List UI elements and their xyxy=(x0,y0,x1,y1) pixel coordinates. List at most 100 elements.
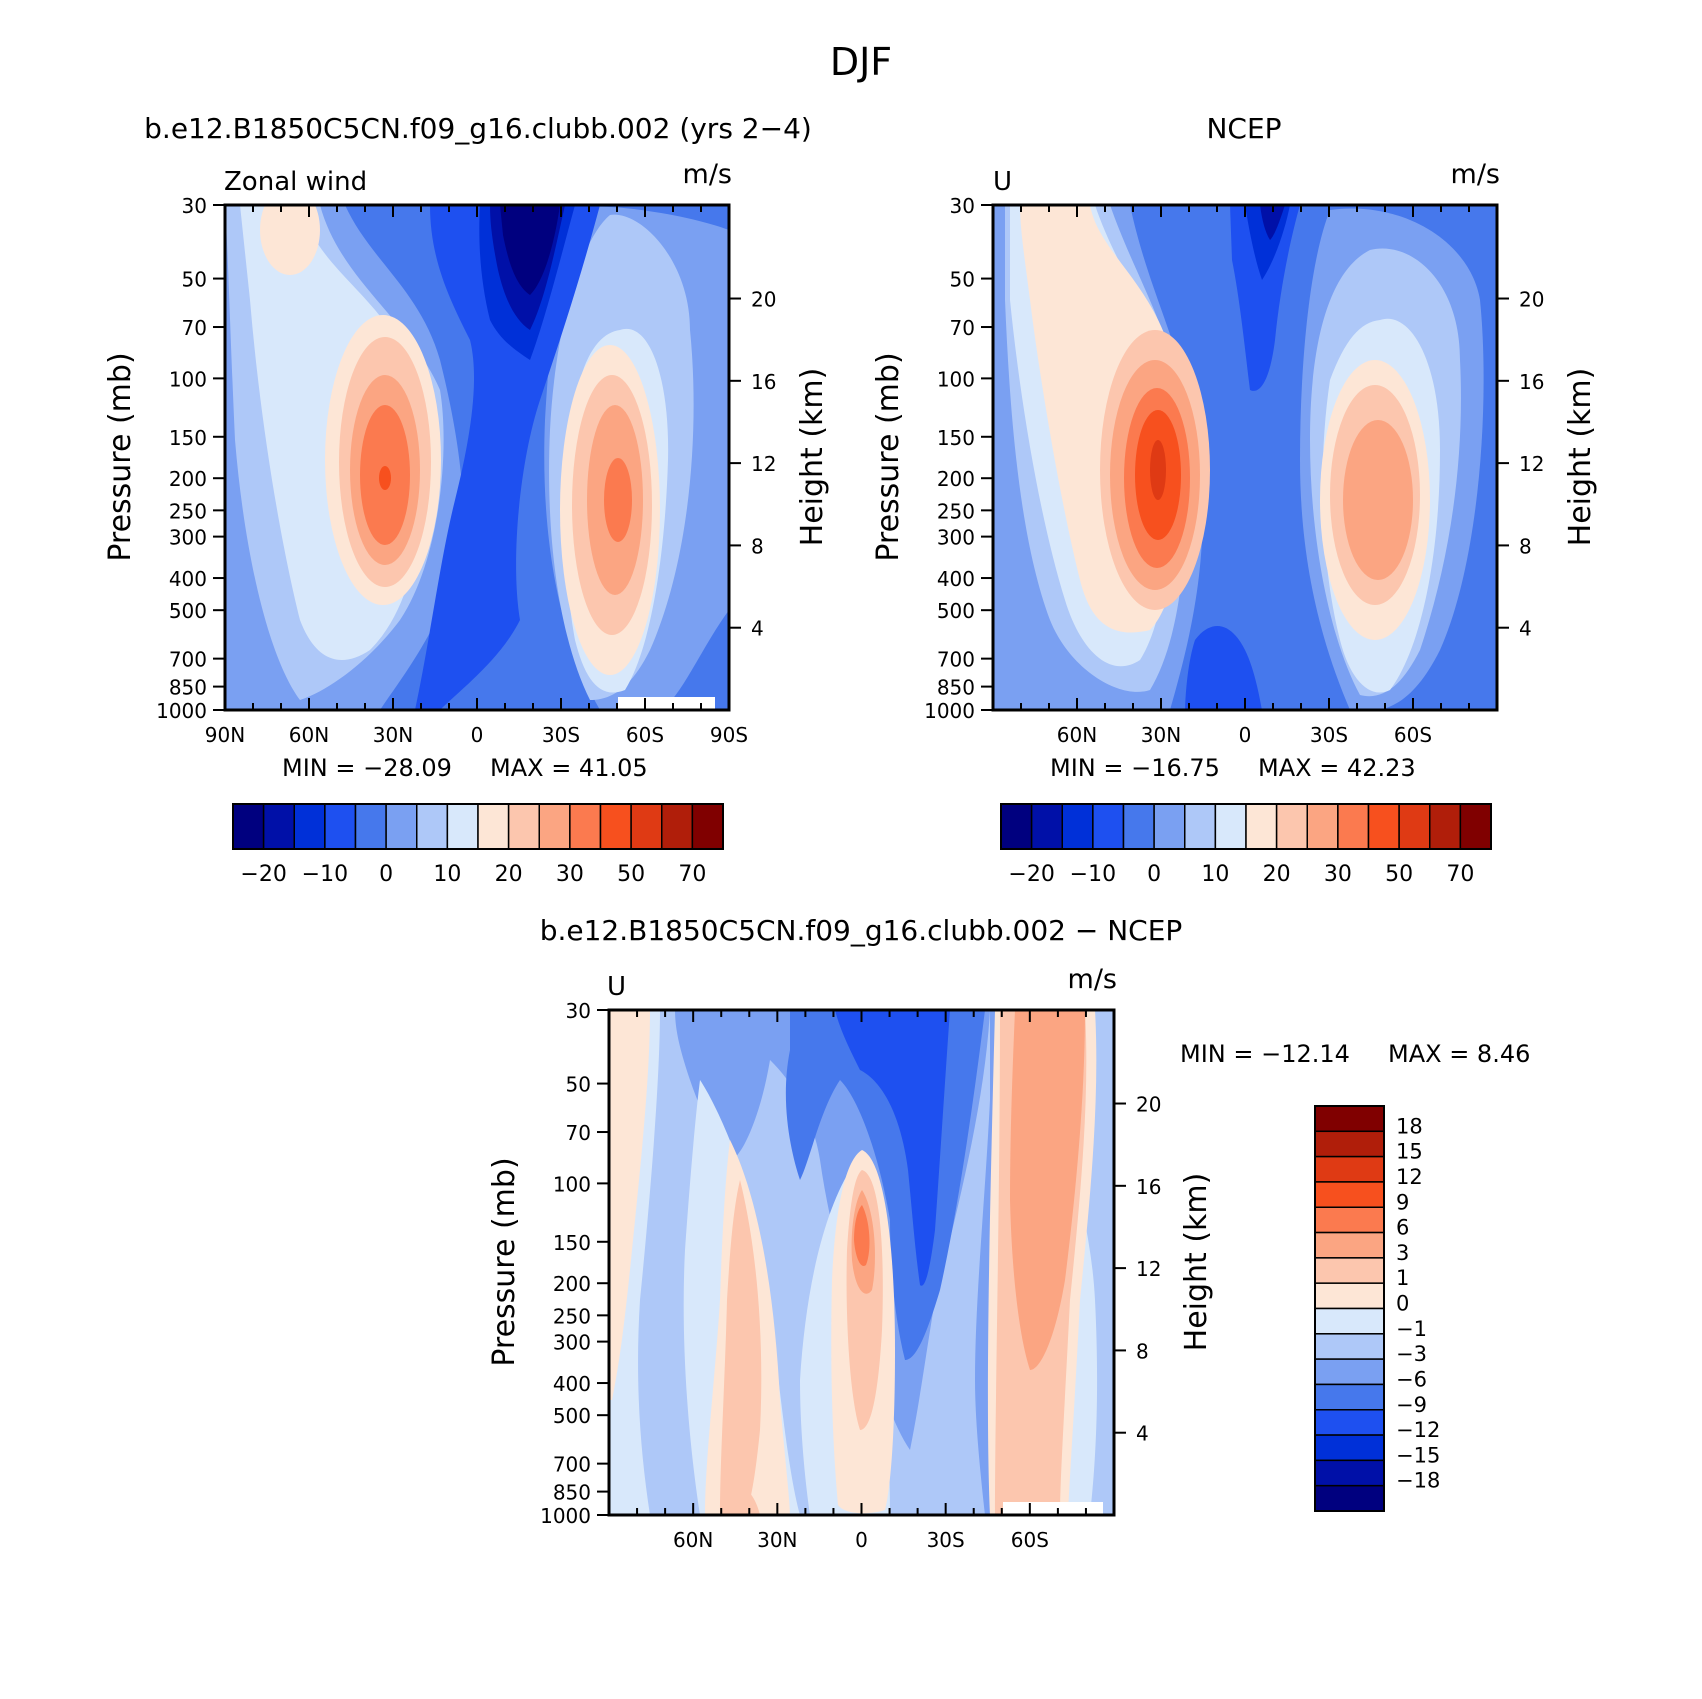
y-tick-label: 50 xyxy=(182,268,207,292)
y-tick-label: 400 xyxy=(553,1372,591,1396)
colorbar-frame xyxy=(232,803,724,850)
panel-model-left-string: Zonal wind xyxy=(224,167,367,197)
colorbar-label: −20 xyxy=(1008,862,1054,887)
height-tick-label: 20 xyxy=(751,288,776,312)
y-tick-label: 300 xyxy=(937,526,975,550)
colorbar-box xyxy=(1061,803,1094,850)
y-tick-label: 300 xyxy=(553,1331,591,1355)
panel-model-ylabel-right: Height (km) xyxy=(795,368,830,547)
y-tick-label: 100 xyxy=(937,367,975,391)
missing-data xyxy=(618,697,715,710)
colorbar-box xyxy=(1314,1282,1385,1310)
panel-difference: b.e12.B1850C5CN.f09_g16.clubb.002 − NCEP… xyxy=(487,914,1530,1552)
colorbar-label: −20 xyxy=(240,862,286,887)
height-tick-label: 12 xyxy=(751,452,776,476)
height-tick-label: 4 xyxy=(751,617,764,641)
colorbar-box xyxy=(1314,1434,1385,1462)
x-tick-label: 0 xyxy=(855,1528,868,1552)
colorbar-label: 10 xyxy=(1201,862,1229,887)
y-tick-label: 700 xyxy=(553,1453,591,1477)
panel-ncep-max-label: MAX = 42.23 xyxy=(1258,754,1416,782)
colorbar-frame xyxy=(1000,803,1492,850)
panel-ncep-colorbar: −20 −10 0 10 20 30 50 70 xyxy=(1000,803,1492,887)
panel-model-right-string: m/s xyxy=(683,159,732,190)
y-tick-label: 30 xyxy=(566,999,591,1023)
colorbar-box xyxy=(354,803,387,850)
colorbar-box xyxy=(1337,803,1370,850)
contour-fill xyxy=(835,1010,950,1286)
x-tick-label: 30N xyxy=(373,723,413,747)
height-tick-label: 16 xyxy=(751,370,776,394)
y-tick-label: 200 xyxy=(553,1272,591,1296)
panel-difference-ylabel-right: Height (km) xyxy=(1179,1173,1214,1352)
panel-difference-right-string: m/s xyxy=(1068,964,1117,995)
colorbar-label: 70 xyxy=(678,862,706,887)
y-tick-label: 400 xyxy=(169,567,207,591)
y-tick-label: 70 xyxy=(566,1121,591,1145)
x-tick-label: 30S xyxy=(927,1528,965,1552)
colorbar-box xyxy=(1314,1409,1385,1436)
panel-ncep-right-string: m/s xyxy=(1451,159,1500,190)
y-tick-label: 70 xyxy=(950,316,975,340)
missing-data xyxy=(1003,1502,1103,1515)
colorbar-label: 20 xyxy=(495,862,523,887)
colorbar-label: 15 xyxy=(1396,1140,1423,1164)
y-tick-label: 250 xyxy=(553,1304,591,1328)
panel-difference-max-label: MAX = 8.46 xyxy=(1388,1040,1530,1068)
colorbar-label: 50 xyxy=(1385,862,1413,887)
colorbar-box xyxy=(232,803,265,850)
contour-fill xyxy=(854,1205,870,1266)
colorbar-label: 0 xyxy=(379,862,393,887)
y-tick-label: 850 xyxy=(553,1481,591,1505)
colorbar-box xyxy=(1314,1231,1385,1259)
colorbar-label: 9 xyxy=(1396,1190,1409,1214)
panel-model: b.e12.B1850C5CN.f09_g16.clubb.002 (yrs 2… xyxy=(103,112,830,887)
y-tick-label: 250 xyxy=(169,499,207,523)
height-tick-label: 12 xyxy=(1136,1257,1161,1281)
height-tick-label: 20 xyxy=(1519,288,1544,312)
colorbar-label: 12 xyxy=(1396,1165,1423,1189)
height-tick-label: 16 xyxy=(1519,370,1544,394)
x-tick-label: 90S xyxy=(710,723,748,747)
colorbar-label: 30 xyxy=(1324,862,1352,887)
colorbar-box xyxy=(1184,803,1217,850)
colorbar-box xyxy=(1000,803,1033,850)
height-tick-label: 12 xyxy=(1519,452,1544,476)
colorbar-box xyxy=(1314,1383,1385,1411)
panel-model-min-label: MIN = −28.09 xyxy=(282,754,452,782)
x-tick-label: 0 xyxy=(1239,723,1252,747)
colorbar-box xyxy=(1429,803,1462,850)
colorbar-label: −10 xyxy=(302,862,348,887)
x-tick-label: 0 xyxy=(471,723,484,747)
panel-model-max-label: MAX = 41.05 xyxy=(490,754,648,782)
y-tick-label: 50 xyxy=(950,268,975,292)
colorbar-box xyxy=(1275,803,1308,850)
colorbar-label: 3 xyxy=(1396,1241,1409,1265)
colorbar-label: 0 xyxy=(1396,1292,1409,1316)
colorbar-box xyxy=(1314,1155,1385,1183)
colorbar-label: 30 xyxy=(556,862,584,887)
colorbar-box xyxy=(324,803,357,850)
y-tick-label: 150 xyxy=(937,426,975,450)
x-tick-label: 60S xyxy=(1394,723,1432,747)
panel-difference-field xyxy=(609,1010,1114,1515)
contour-fill xyxy=(720,1180,762,1515)
colorbar-box xyxy=(507,803,540,850)
colorbar-box xyxy=(1314,1358,1385,1386)
y-tick-label: 500 xyxy=(169,599,207,623)
panel-ncep: NCEP U m/s xyxy=(871,112,1598,887)
y-tick-label: 150 xyxy=(553,1231,591,1255)
colorbar-box xyxy=(1314,1206,1385,1234)
contour-fill xyxy=(1245,205,1290,280)
colorbar-box xyxy=(1314,1307,1385,1335)
y-tick-label: 700 xyxy=(169,648,207,672)
contour-fill xyxy=(415,205,600,710)
y-tick-label: 1000 xyxy=(156,699,207,723)
panel-ncep-ylabel: Pressure (mb) xyxy=(871,352,906,561)
y-tick-label: 300 xyxy=(169,526,207,550)
panel-ncep-field xyxy=(993,205,1497,710)
colorbar-box xyxy=(1122,803,1155,850)
y-tick-label: 500 xyxy=(553,1404,591,1428)
colorbar-box xyxy=(1245,803,1278,850)
contour-fill xyxy=(725,1480,760,1515)
